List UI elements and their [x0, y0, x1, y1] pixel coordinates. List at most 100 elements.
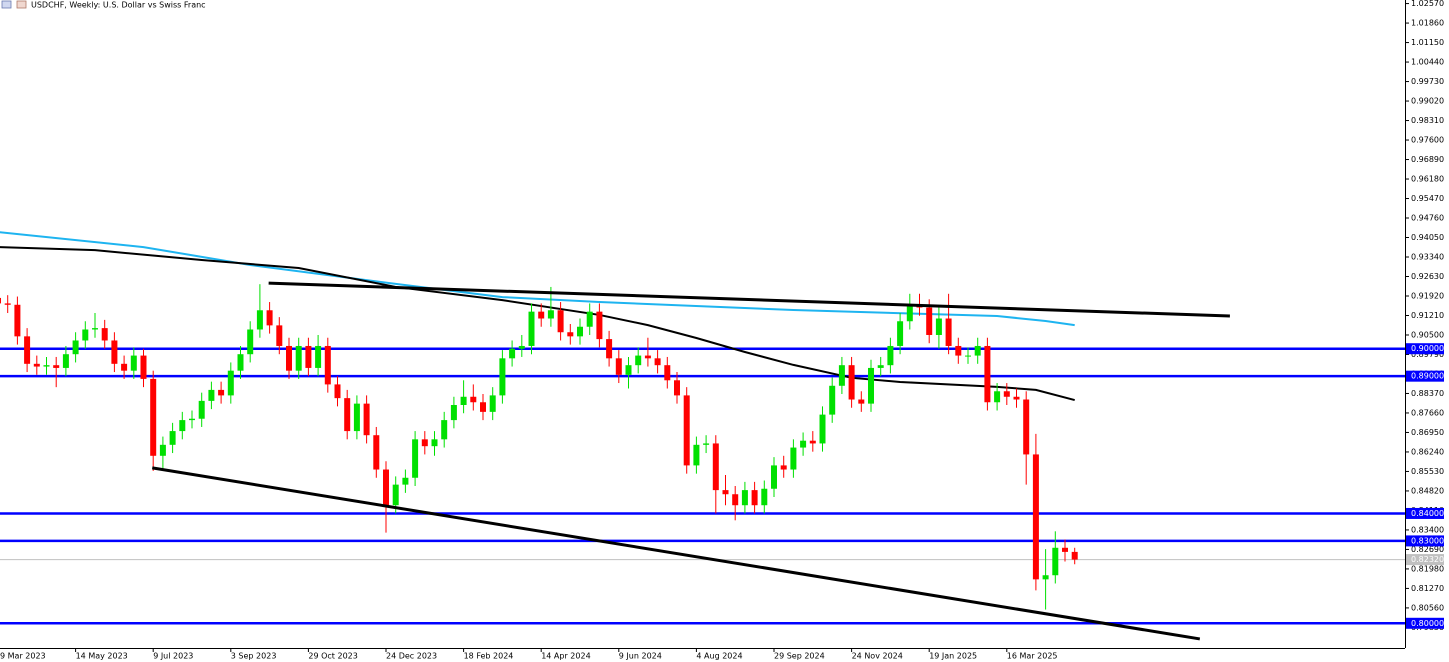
y-tick-label: 0.91210 — [1411, 311, 1444, 320]
level-label-box — [1406, 507, 1444, 519]
x-tick-label: 19 Jan 2025 — [929, 652, 977, 661]
candle-body — [577, 326, 583, 337]
candle-body — [615, 358, 622, 375]
candle-body — [315, 345, 322, 368]
candle-body — [654, 358, 661, 366]
candle-body — [227, 370, 234, 396]
candle-body — [4, 303, 11, 305]
candle-body — [0, 297, 1, 304]
candle-body — [363, 403, 370, 436]
level-label-box — [1406, 343, 1444, 355]
y-tick-label: 0.90500 — [1411, 330, 1444, 339]
candle-body — [480, 402, 486, 412]
candle-body — [305, 345, 312, 368]
candle-body — [509, 348, 516, 359]
y-tick-label: 0.93340 — [1411, 253, 1444, 262]
candle-body — [606, 339, 613, 359]
plot-area — [0, 231, 1405, 641]
x-tick-label: 24 Dec 2023 — [386, 652, 437, 661]
candle-body — [809, 440, 816, 444]
y-tick-label: 0.97600 — [1411, 136, 1444, 145]
candle-body — [392, 484, 399, 506]
x-tick-label: 29 Sep 2024 — [774, 652, 825, 661]
candle-body — [324, 345, 331, 385]
candle-body — [1052, 547, 1059, 576]
level-label-box — [1406, 617, 1444, 629]
y-tick-label: 0.81270 — [1411, 584, 1444, 593]
x-tick-label: 29 Oct 2023 — [308, 652, 357, 661]
candle-body — [237, 354, 244, 371]
candle-body — [945, 318, 952, 346]
y-tick-label: 0.94050 — [1411, 233, 1444, 242]
candle-body — [150, 378, 157, 456]
candle-body — [829, 385, 836, 415]
candle-body — [703, 443, 710, 445]
candle-body — [547, 310, 554, 319]
x-tick-label: 24 Nov 2024 — [852, 652, 903, 661]
candle-body — [644, 355, 651, 359]
candle-body — [140, 355, 147, 379]
y-tick-label: 0.81980 — [1411, 564, 1444, 573]
candle-body — [518, 345, 525, 349]
candle-body — [790, 447, 797, 470]
candle-body — [101, 328, 108, 341]
candle-body — [383, 469, 389, 506]
candle-body — [218, 389, 225, 396]
candle-body — [33, 363, 40, 367]
symbol-icon — [1, 0, 12, 9]
candle-body — [887, 345, 894, 366]
candle-body — [499, 358, 506, 396]
candle-body — [460, 396, 467, 405]
candle-body — [169, 431, 176, 445]
level-label: 0.84000 — [1411, 509, 1444, 518]
level-label: 0.80000 — [1411, 619, 1444, 628]
y-tick-label: 1.01150 — [1411, 38, 1444, 47]
x-tick-label: 9 Jun 2024 — [619, 652, 662, 661]
y-tick-label: 0.99020 — [1411, 97, 1444, 106]
trendline — [268, 281, 1230, 318]
candle-body — [751, 490, 758, 506]
candle-body — [732, 494, 739, 506]
candle-body — [431, 439, 438, 447]
candle-body — [586, 311, 593, 327]
candle-body — [14, 304, 21, 337]
candle-body — [421, 439, 428, 447]
candle-body — [189, 418, 195, 421]
y-tick-label: 0.98310 — [1411, 116, 1444, 125]
y-tick-label: 0.91920 — [1411, 291, 1444, 300]
candle-body — [528, 311, 535, 346]
candle-body — [994, 391, 1001, 403]
candle-body — [819, 414, 826, 444]
candle-body — [567, 332, 574, 337]
x-tick-label: 14 May 2023 — [76, 652, 128, 661]
symbol-icon — [16, 0, 27, 9]
moving-average — [0, 246, 1075, 402]
candle-body — [838, 365, 845, 386]
candle-body — [693, 444, 700, 466]
candle-body — [344, 398, 351, 432]
candle-body — [43, 365, 50, 367]
candle-body — [24, 336, 31, 364]
x-tick-label: 18 Feb 2024 — [464, 652, 514, 661]
y-tick-label: 0.99730 — [1411, 77, 1444, 86]
candle-body — [198, 400, 205, 419]
candle-body — [130, 355, 137, 371]
price-label: 0.82320 — [1411, 555, 1444, 564]
candle-body — [1032, 454, 1039, 580]
candle-body — [121, 363, 128, 371]
candle-body — [441, 420, 448, 440]
candle-body — [848, 365, 855, 400]
candle-body — [353, 403, 360, 432]
candle-body — [295, 345, 302, 371]
candle-body — [1003, 391, 1010, 397]
y-tick-label: 1.02570 — [1411, 0, 1444, 8]
candle-body — [877, 365, 884, 368]
candle-body — [247, 329, 254, 355]
x-tick-label: 9 Jul 2023 — [153, 652, 193, 661]
x-tick-label: 3 Sep 2023 — [231, 652, 277, 661]
candle-body — [450, 405, 457, 421]
x-tick-label: 4 Aug 2024 — [696, 652, 742, 661]
y-tick-label: 0.85530 — [1411, 467, 1444, 476]
